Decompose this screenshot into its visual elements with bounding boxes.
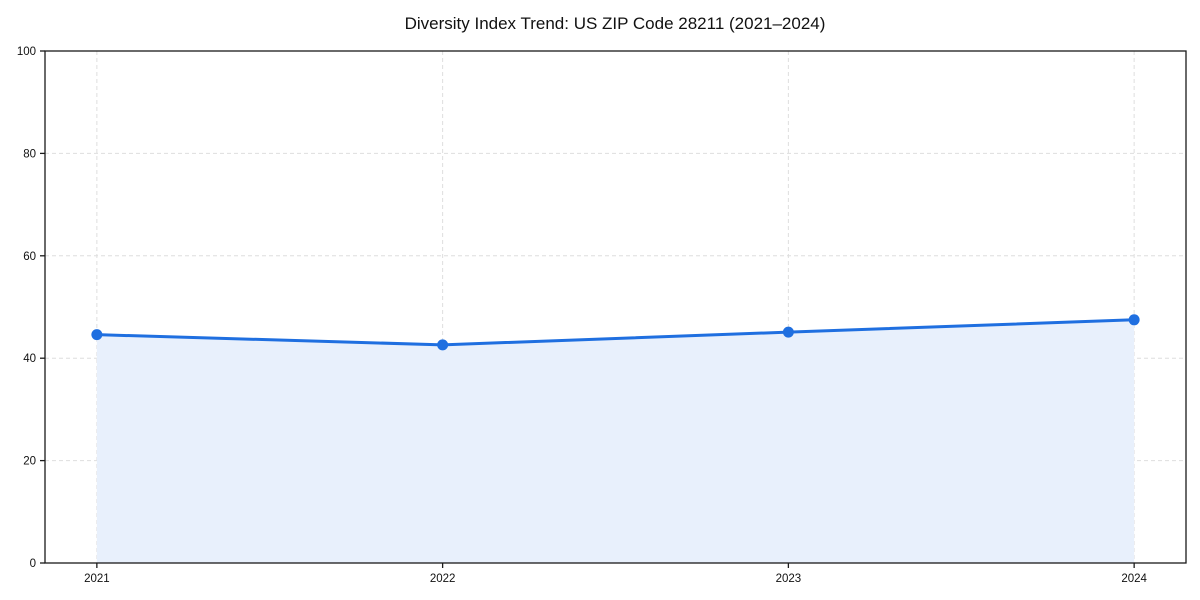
chart-title: Diversity Index Trend: US ZIP Code 28211… bbox=[405, 14, 826, 33]
data-point-2023 bbox=[782, 326, 794, 338]
y-tick-label: 80 bbox=[23, 148, 36, 160]
data-point-2021 bbox=[91, 329, 103, 341]
x-tick-label: 2022 bbox=[430, 573, 456, 585]
plot-border bbox=[44, 50, 1187, 564]
y-tick-label: 40 bbox=[23, 353, 36, 365]
x-tick-label: 2023 bbox=[776, 573, 802, 585]
data-point-2022 bbox=[437, 339, 449, 351]
y-tick-label: 100 bbox=[17, 46, 36, 58]
y-tick-label: 20 bbox=[23, 456, 36, 468]
x-tick-label: 2021 bbox=[84, 573, 110, 585]
x-tick-label: 2024 bbox=[1121, 573, 1147, 585]
y-tick-label: 60 bbox=[23, 251, 36, 263]
area-fill bbox=[96, 319, 1135, 563]
trend-line bbox=[95, 318, 1136, 347]
y-tick-label: 0 bbox=[30, 558, 36, 570]
data-point-2024 bbox=[1128, 314, 1140, 326]
